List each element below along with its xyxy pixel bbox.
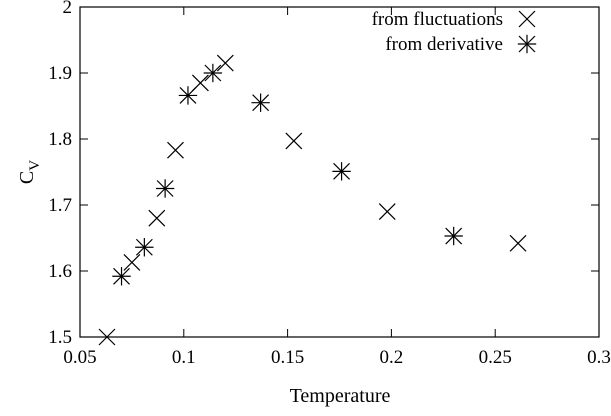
y-tick-label: 1.8	[48, 129, 72, 150]
point-fluctuations	[285, 132, 303, 150]
point-derivative	[178, 86, 198, 105]
point-fluctuations	[123, 253, 141, 271]
y-axis-label-main: C	[16, 171, 38, 184]
y-axis-label: CV	[16, 160, 43, 184]
x-tick-label: 0.1	[172, 347, 196, 368]
axis-ticks	[79, 6, 600, 338]
point-fluctuations	[167, 141, 184, 159]
point-derivative	[444, 226, 463, 246]
point-derivative	[332, 162, 351, 181]
y-tick-label: 1.7	[48, 195, 72, 216]
x-tick-label: 0.25	[479, 347, 512, 368]
y-axis-label-subscript: V	[27, 160, 43, 171]
x-axis-label: Temperature	[290, 385, 391, 407]
x-tick-label: 0.15	[271, 347, 304, 368]
x-tick-label: 0.2	[380, 347, 404, 368]
point-derivative	[112, 267, 131, 286]
tick-labels: 0.05 0.1 0.15 0.2 0.25 0.3 1.5 1.6 1.7 1.8 1.9 2	[48, 0, 611, 368]
y-axis-label-group: CV	[16, 160, 43, 184]
y-tick-label: 2	[63, 0, 73, 18]
legend-marker-derivative	[517, 34, 537, 54]
plot-frame	[79, 6, 600, 338]
point-fluctuations	[148, 209, 166, 227]
legend-label-derivative: from derivative	[385, 34, 503, 55]
point-fluctuations	[509, 234, 527, 252]
legend-label-fluctuations: from fluctuations	[372, 9, 503, 30]
y-tick-label: 1.6	[48, 261, 72, 282]
point-derivative	[135, 238, 154, 257]
point-fluctuations	[216, 54, 234, 72]
y-tick-label: 1.5	[48, 327, 72, 348]
x-tick-label: 0.3	[587, 347, 611, 368]
point-derivative	[251, 93, 270, 112]
y-tick-label: 1.9	[48, 63, 72, 84]
point-derivative	[155, 179, 175, 198]
legend: from fluctuations from derivative	[372, 9, 537, 55]
data-points	[98, 54, 527, 346]
point-fluctuations	[98, 328, 116, 346]
x-tick-label: 0.05	[63, 347, 96, 368]
point-derivative	[203, 63, 223, 83]
legend-marker-fluctuations	[518, 10, 536, 28]
point-fluctuations	[378, 203, 396, 221]
